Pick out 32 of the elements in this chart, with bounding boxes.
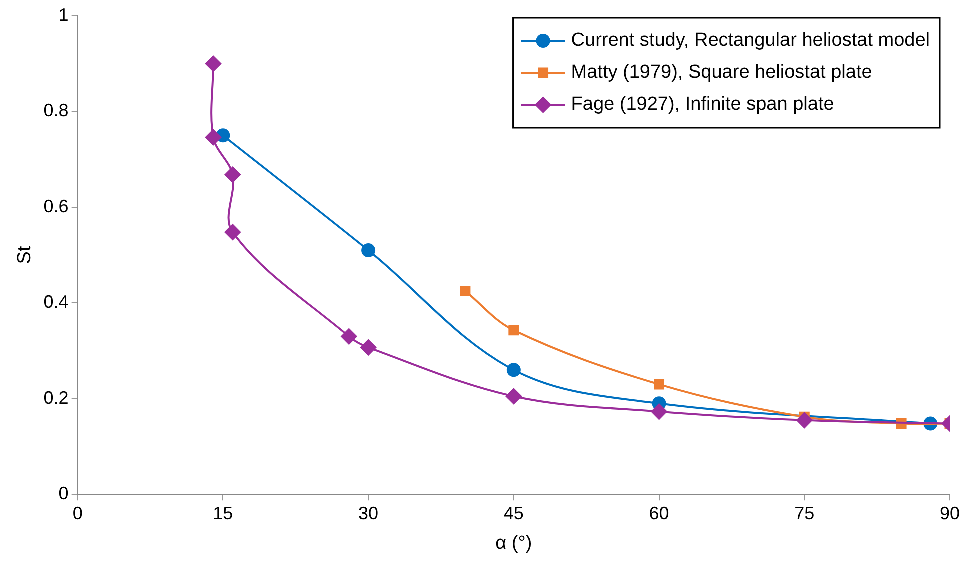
y-tick-label: 0 <box>58 484 69 504</box>
y-tick-label: 0.2 <box>44 388 69 408</box>
point <box>506 388 522 404</box>
point <box>205 130 222 146</box>
x-tick-label: 15 <box>213 503 234 524</box>
point <box>224 166 241 183</box>
legend-label: Current study, Rectangular heliostat model <box>571 30 930 52</box>
point <box>796 412 813 428</box>
point <box>360 340 377 356</box>
x-tick-label: 0 <box>72 503 83 524</box>
point <box>506 363 521 378</box>
x-axis-title: α (°) <box>496 532 532 554</box>
point <box>651 404 668 420</box>
point <box>341 328 358 345</box>
legend-label: Fage (1927), Infinite span plate <box>571 94 834 116</box>
y-tick-label: 0.6 <box>44 196 69 216</box>
legend-label: Matty (1979), Square heliostat plate <box>571 62 872 84</box>
point <box>460 286 471 296</box>
x-tick-label: 90 <box>940 503 960 524</box>
point <box>654 379 665 390</box>
x-tick-label: 60 <box>649 503 670 524</box>
point <box>508 325 520 336</box>
y-axis-title: St <box>14 246 36 264</box>
point <box>362 244 376 258</box>
y-tick-label: 1 <box>58 4 69 25</box>
y-tick-label: 0.8 <box>44 100 69 121</box>
x-tick-label: 30 <box>358 503 379 524</box>
point <box>205 56 222 72</box>
x-tick-label: 75 <box>794 503 815 524</box>
x-tick-label: 45 <box>504 503 524 524</box>
y-tick-label: 0.4 <box>44 292 69 312</box>
point <box>224 224 241 240</box>
